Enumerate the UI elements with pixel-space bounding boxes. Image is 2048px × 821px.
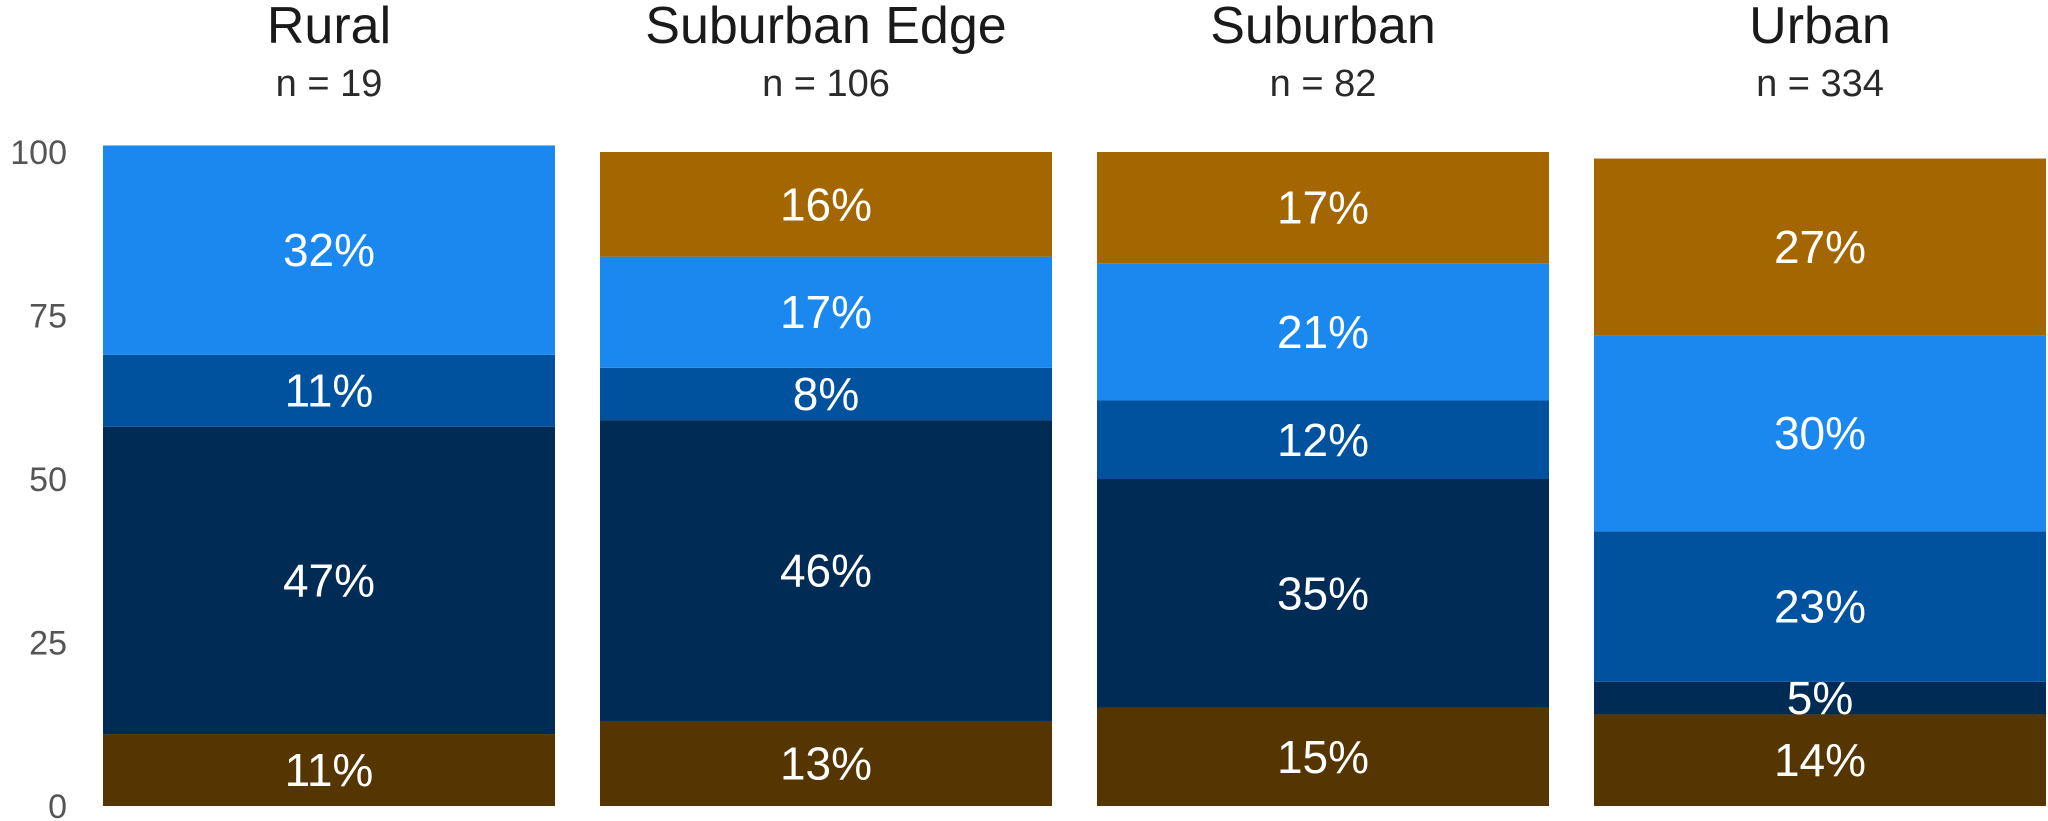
y-axis: 0 25 50 75 100 [10, 134, 67, 821]
y-tick-label: 0 [48, 788, 67, 821]
panel-sample-size: n = 82 [1270, 63, 1377, 105]
bar-segment [103, 734, 555, 806]
panel-title: Urban [1749, 0, 1891, 55]
bar-segment [1594, 531, 2046, 682]
panel-title: Suburban Edge [645, 0, 1006, 55]
data-label: 8% [793, 368, 859, 420]
bar-segment [1594, 681, 2046, 715]
data-label: 14% [1774, 734, 1866, 786]
data-label: 11% [285, 365, 374, 417]
panel-title: Rural [267, 0, 391, 55]
data-label: 13% [780, 737, 872, 789]
panel-rural: Rural n = 19 11% 47% 11% 32% [103, 0, 555, 806]
bar-segment [1097, 263, 1549, 401]
bar-segment [1594, 714, 2046, 806]
data-label: 46% [780, 545, 872, 597]
data-label: 32% [283, 224, 375, 276]
bar-segment [1594, 335, 2046, 532]
data-label: 15% [1277, 731, 1369, 783]
bar-segment [103, 426, 555, 735]
bar-segment [600, 420, 1052, 721]
panel-sample-size: n = 19 [276, 63, 383, 105]
data-label: 47% [283, 554, 375, 606]
data-label: 35% [1277, 567, 1369, 619]
bar-segment [600, 152, 1052, 257]
panel-sample-size: n = 334 [1756, 63, 1884, 105]
data-label: 17% [1277, 182, 1369, 234]
data-label: 17% [780, 286, 872, 338]
y-tick-label: 50 [29, 461, 67, 499]
y-tick-label: 100 [10, 134, 67, 172]
bar-segment [1097, 152, 1549, 264]
y-tick-label: 25 [29, 625, 67, 663]
bar-segment [1594, 158, 2046, 336]
data-label: 16% [780, 178, 872, 230]
chart-panels: Rural n = 19 11% 47% 11% 32% Suburban Edge n = … [103, 0, 2046, 806]
bar-segment [103, 145, 555, 355]
bar-segment [103, 354, 555, 427]
panel-suburban-edge: Suburban Edge n = 106 13% 46% 8% 17% 16% [600, 0, 1052, 806]
bar-segment [1097, 707, 1549, 806]
bar-segment [1097, 479, 1549, 708]
bar-segment [600, 256, 1052, 368]
panel-sample-size: n = 106 [762, 63, 890, 105]
data-label: 12% [1277, 414, 1369, 466]
data-label: 23% [1774, 581, 1866, 633]
bar-segment [1097, 400, 1549, 479]
bar-segment [600, 720, 1052, 806]
data-label: 21% [1277, 306, 1369, 358]
panel-suburban: Suburban n = 82 15% 35% 12% 21% 17% [1097, 0, 1549, 806]
data-label: 11% [285, 744, 374, 796]
bar-segment [600, 367, 1052, 421]
panel-title: Suburban [1210, 0, 1436, 55]
data-label: 30% [1774, 407, 1866, 459]
y-tick-label: 75 [29, 298, 67, 336]
data-label: 27% [1774, 221, 1866, 273]
